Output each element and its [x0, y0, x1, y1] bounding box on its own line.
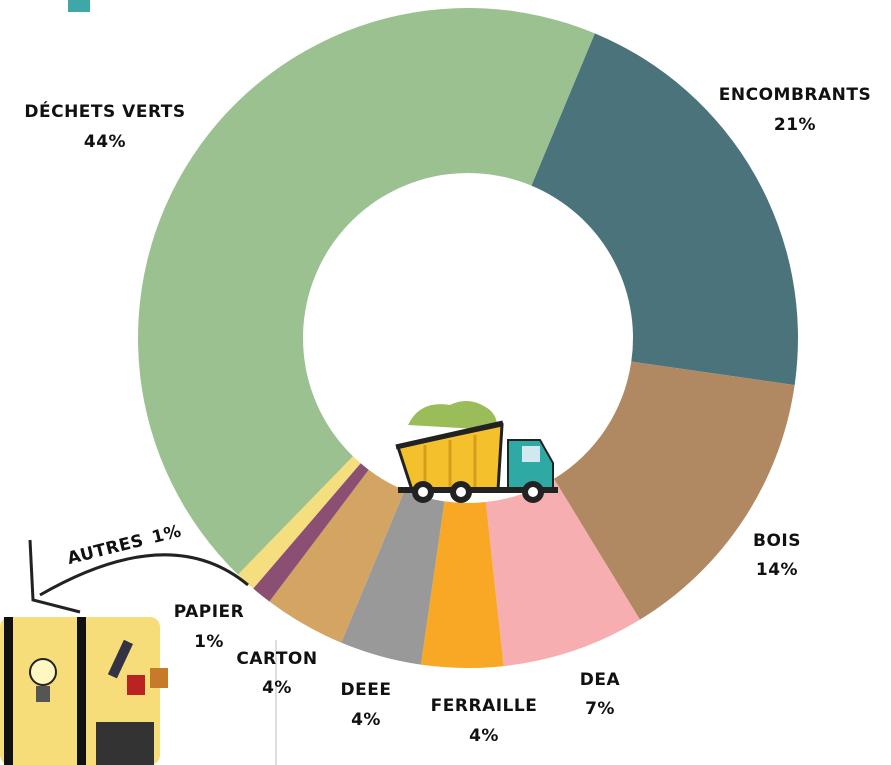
- slice-label: DEA: [580, 670, 621, 690]
- slice-value: 1%: [194, 632, 224, 652]
- donut-slice: [253, 463, 369, 602]
- slice-label: DEEE: [341, 680, 392, 700]
- slice-label: PAPIER: [174, 602, 245, 622]
- arrow-head: [28, 539, 81, 614]
- slice-label: FERRAILLE: [431, 696, 538, 716]
- autres-box: [0, 617, 168, 765]
- corner-mark: [68, 0, 90, 12]
- slice-value: 14%: [756, 560, 798, 580]
- labels: ENCOMBRANTS 21% BOIS 14% DEA 7% FERRAILLE 4% DEE…: [24, 85, 871, 746]
- slice-value: 4%: [351, 710, 381, 730]
- donut-slice: [341, 490, 445, 665]
- slice-value: 7%: [585, 699, 615, 719]
- slice-value: 21%: [774, 115, 816, 135]
- slice-label: BOIS: [753, 531, 801, 551]
- donut-slice: [553, 361, 795, 620]
- autres-label: AUTRES 1%: [65, 521, 183, 569]
- donut-slice: [420, 501, 504, 668]
- slice-value: 1%: [150, 521, 184, 548]
- donut-slice: [138, 8, 595, 575]
- slice-value: 44%: [84, 132, 126, 152]
- slice-value: 4%: [262, 678, 292, 698]
- slice-value: 4%: [469, 726, 499, 746]
- donut-slice: [269, 469, 405, 643]
- slices: [138, 8, 798, 668]
- truck-icon: [395, 401, 558, 503]
- arrow: [39, 553, 249, 597]
- slice-label: ENCOMBRANTS: [719, 85, 871, 105]
- donut-slice: [531, 33, 798, 386]
- slice-label: CARTON: [236, 649, 317, 669]
- slice-label: AUTRES: [65, 531, 146, 569]
- donut-slice: [237, 456, 361, 589]
- slice-label: DÉCHETS VERTS: [24, 100, 185, 122]
- donut-slice: [485, 478, 640, 667]
